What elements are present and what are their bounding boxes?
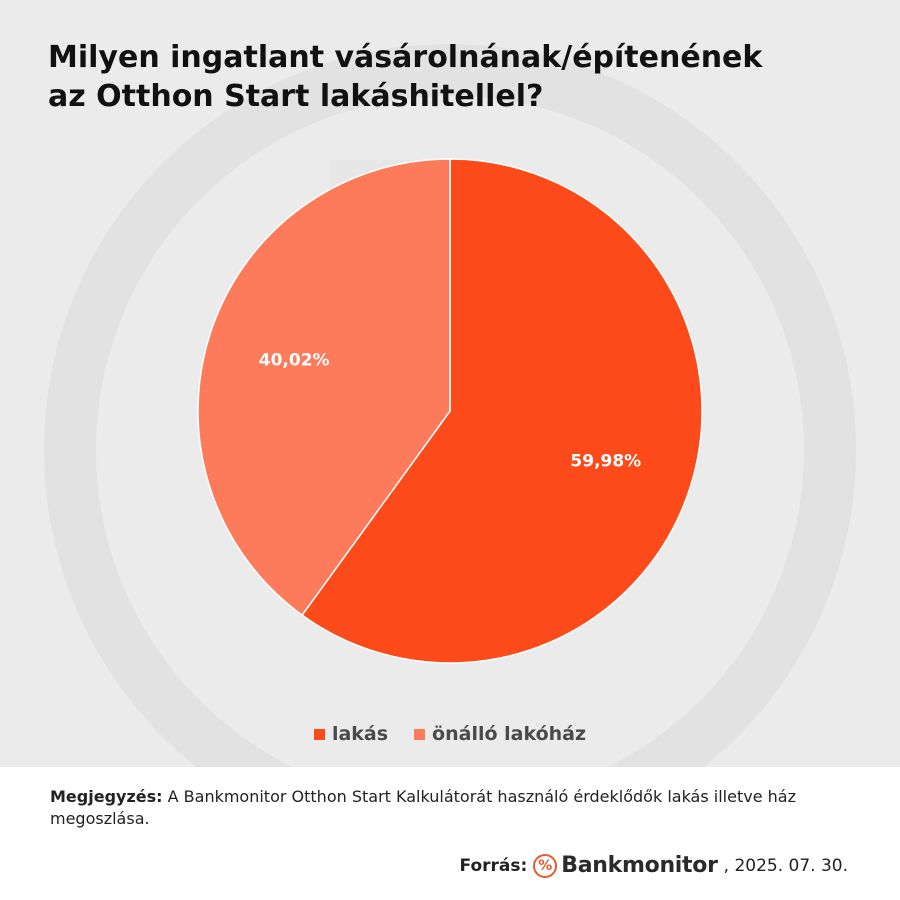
chart-title-line-2: az Otthon Start lakáshitellel? [48, 79, 544, 114]
note-label: Megjegyzés: [50, 787, 163, 806]
pie-chart: 59,98% 40,02% [197, 158, 703, 664]
chart-title: Milyen ingatlant vásárolnának/építenének… [48, 38, 868, 116]
chart-legend: lakás önálló lakóház [0, 723, 900, 745]
pie-slice-onallo-lakohaz[interactable] [197, 158, 451, 617]
brand-logo: % Bankmonitor [533, 853, 718, 878]
data-label-lakas: 59,98% [570, 452, 641, 472]
source-label: Forrás: [459, 855, 528, 876]
source-date: , 2025. 07. 30. [723, 855, 848, 876]
data-label-onallo-lakohaz: 40,02% [259, 350, 330, 370]
legend-item-onallo-lakohaz[interactable]: önálló lakóház [414, 723, 586, 745]
legend-swatch-lakas [313, 728, 325, 740]
chart-title-line-1: Milyen ingatlant vásárolnának/építenének [48, 40, 763, 75]
note-text: A Bankmonitor Otthon Start Kalkulátorát … [50, 787, 796, 828]
legend-item-lakas[interactable]: lakás [313, 723, 389, 745]
source-line: Forrás: % Bankmonitor , 2025. 07. 30. [460, 853, 848, 878]
legend-swatch-onallo-lakohaz [414, 728, 426, 740]
legend-label-lakas: lakás [331, 723, 389, 745]
pie-slice-lakas[interactable] [301, 158, 703, 664]
brand-name: Bankmonitor [561, 853, 718, 878]
chart-panel: Milyen ingatlant vásárolnának/építenének… [0, 0, 900, 767]
percent-icon: % [533, 853, 558, 878]
legend-label-onallo-lakohaz: önálló lakóház [432, 723, 587, 745]
note: Megjegyzés: A Bankmonitor Otthon Start K… [50, 786, 870, 830]
